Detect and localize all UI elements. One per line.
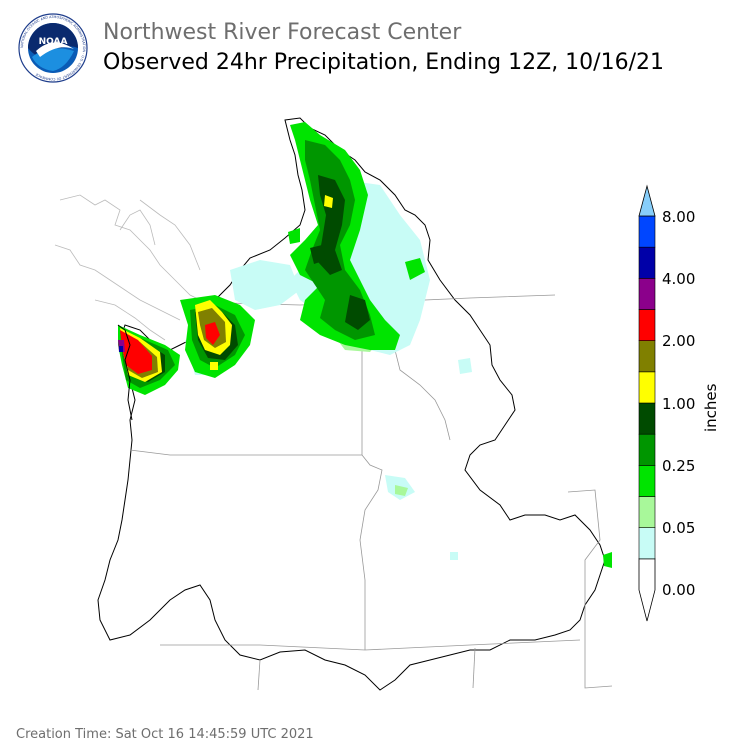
tick-label-0-25: 0.25 [662, 457, 695, 475]
legend-unit-label: inches [702, 383, 720, 432]
legend-tick-labels: 8.00 4.00 2.00 1.00 0.25 0.05 0.00 [662, 208, 695, 599]
tick-label-0-00: 0.00 [662, 581, 695, 599]
legend-bin-4 [638, 433, 656, 466]
legend-bin-6 [638, 371, 656, 404]
tick-label-0-05: 0.05 [662, 519, 695, 537]
legend-bin-0 [638, 558, 656, 622]
legend-bins [638, 184, 656, 622]
precip-legend: 8.00 4.00 2.00 1.00 0.25 0.05 0.00 inche… [638, 184, 720, 622]
legend-bin-11 [638, 215, 656, 248]
precip-areas [118, 122, 612, 568]
legend-bin-top [638, 184, 656, 217]
legend-bin-2 [638, 496, 656, 528]
legend-bin-10 [638, 246, 656, 279]
svg-text:NOAA: NOAA [39, 37, 68, 47]
precipitation-map [54, 117, 613, 691]
legend-bin-9 [638, 278, 656, 310]
legend-bin-1 [638, 527, 656, 560]
noaa-logo: NOAA NATIONAL OCEANIC AND ATMOSPHERIC AD… [18, 13, 88, 83]
legend-bin-5 [638, 402, 656, 435]
product-title: Observed 24hr Precipitation, Ending 12Z,… [103, 50, 664, 75]
tick-label-2-00: 2.00 [662, 332, 695, 350]
org-title: Northwest River Forecast Center [103, 20, 462, 45]
tick-label-8-00: 8.00 [662, 208, 695, 226]
canada-coastline [54, 194, 201, 341]
tick-label-1-00: 1.00 [662, 395, 695, 413]
legend-bin-8 [638, 309, 656, 341]
legend-bin-3 [638, 465, 656, 497]
tick-label-4-00: 4.00 [662, 270, 695, 288]
creation-time: Creation Time: Sat Oct 16 14:45:59 UTC 2… [16, 727, 314, 742]
legend-bin-7 [638, 340, 656, 373]
